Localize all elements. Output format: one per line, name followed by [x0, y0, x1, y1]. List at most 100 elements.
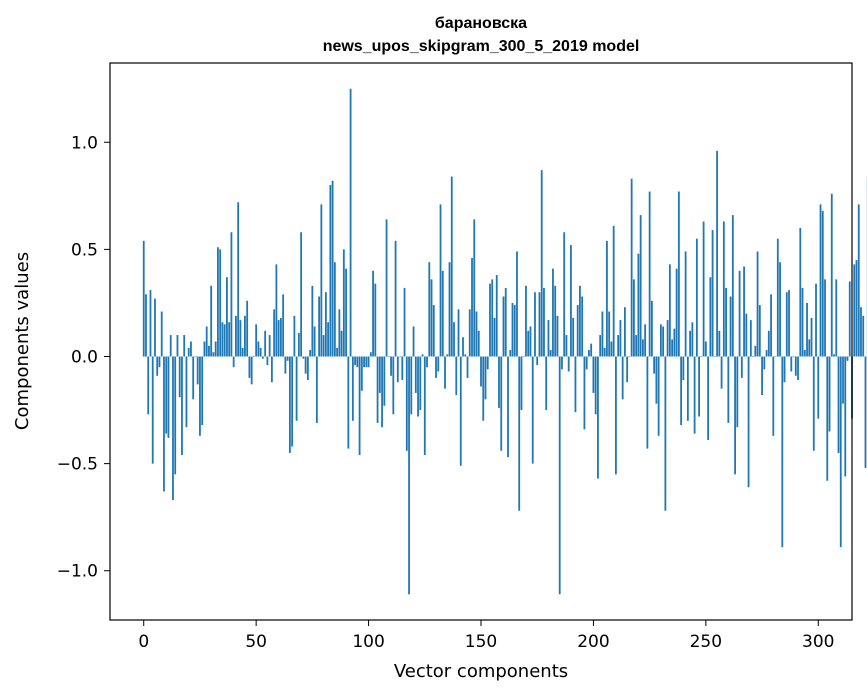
bar-component-198	[588, 350, 590, 357]
bar-component-296	[808, 339, 811, 357]
bar-component-268	[745, 313, 748, 357]
bar-component-182	[552, 268, 554, 357]
bar-component-36	[223, 324, 226, 357]
bar-component-164	[511, 302, 514, 357]
bar-component-245	[693, 356, 696, 434]
bar-component-283	[779, 262, 781, 357]
bar-component-90	[345, 268, 347, 357]
bar-component-25	[199, 356, 201, 436]
bar-component-135	[446, 354, 449, 357]
bar-component-249	[702, 221, 705, 357]
bar-component-66	[291, 356, 294, 447]
bar-component-54	[264, 330, 267, 357]
bar-component-321	[864, 356, 867, 468]
bar-component-50	[255, 324, 258, 357]
bar-component-122	[417, 356, 419, 417]
bar-component-215	[626, 356, 629, 383]
bar-component-282	[776, 238, 779, 357]
bar-component-227	[653, 356, 656, 374]
bar-component-291	[797, 356, 799, 381]
bar-component-176	[538, 292, 541, 357]
bar-component-240	[682, 356, 685, 381]
bar-component-113	[396, 356, 399, 383]
bar-component-309	[837, 356, 840, 453]
bar-component-231	[662, 326, 665, 357]
bar-component-104	[376, 356, 379, 423]
bar-component-305	[828, 356, 831, 432]
bar-component-234	[668, 264, 671, 357]
bar-component-217	[630, 178, 633, 357]
bar-component-235	[671, 339, 674, 357]
bar-component-172	[529, 326, 532, 357]
bar-component-63	[284, 356, 287, 374]
bar-component-157	[495, 275, 498, 357]
bar-component-40	[232, 356, 235, 368]
bar-component-76	[313, 326, 316, 357]
bar-component-149	[477, 330, 480, 357]
bar-component-156	[493, 317, 496, 357]
bar-component-171	[527, 330, 530, 357]
bar-component-100	[367, 356, 370, 368]
bar-component-195	[581, 296, 584, 357]
bar-component-22	[192, 356, 195, 400]
bar-component-47	[248, 356, 251, 378]
bar-component-138	[453, 322, 455, 357]
bar-component-314	[848, 281, 851, 357]
bar-component-124	[421, 354, 424, 357]
bar-component-19	[185, 356, 188, 428]
bar-component-276	[763, 356, 766, 370]
bar-component-86	[336, 347, 338, 357]
x-axis-label: Vector components	[394, 661, 568, 682]
bar-component-38	[228, 322, 231, 357]
bar-component-114	[399, 356, 401, 358]
y-axis-label: Components values	[12, 252, 33, 430]
bar-component-211	[617, 335, 620, 357]
bar-component-288	[790, 356, 793, 372]
bar-component-147	[473, 219, 476, 357]
bar-component-242	[686, 356, 689, 421]
bar-component-139	[455, 356, 458, 396]
bar-component-91	[347, 356, 350, 449]
bar-component-43	[239, 320, 242, 357]
bar-component-89	[342, 249, 345, 357]
bar-component-34	[219, 249, 222, 357]
x-tick-label: 100	[352, 632, 384, 652]
bar-component-11	[167, 356, 170, 438]
bar-component-189	[567, 356, 570, 372]
bar-component-9	[163, 356, 165, 492]
bar-component-243	[689, 330, 692, 357]
bar-component-132	[439, 204, 442, 357]
bar-component-60	[277, 320, 280, 357]
bar-component-196	[583, 356, 586, 430]
bar-component-126	[426, 356, 428, 368]
bar-component-264	[736, 356, 739, 428]
bar-component-142	[462, 337, 464, 357]
bar-component-203	[599, 335, 602, 357]
bar-component-31	[212, 352, 215, 357]
bar-component-209	[612, 225, 615, 357]
bar-component-292	[799, 227, 802, 357]
bar-component-293	[801, 287, 804, 357]
bar-component-180	[547, 320, 550, 357]
bar-component-300	[817, 356, 820, 419]
bar-component-280	[772, 356, 775, 436]
bar-component-187	[563, 232, 566, 357]
bar-component-201	[594, 356, 597, 415]
bar-component-275	[761, 356, 763, 396]
bar-component-84	[331, 180, 334, 357]
bar-component-87	[338, 309, 341, 357]
bar-component-174	[534, 292, 536, 357]
bar-component-317	[855, 260, 858, 357]
y-tick-label: 0.0	[71, 347, 98, 367]
bar-component-10	[165, 356, 168, 434]
bar-component-257	[720, 356, 723, 389]
bar-component-0	[142, 240, 145, 357]
bar-component-28	[205, 326, 208, 357]
bar-component-1	[145, 294, 147, 357]
bar-component-216	[628, 356, 631, 358]
bar-component-232	[664, 356, 667, 511]
bar-component-213	[621, 356, 624, 400]
bar-component-294	[803, 350, 806, 357]
bar-component-206	[606, 240, 608, 357]
